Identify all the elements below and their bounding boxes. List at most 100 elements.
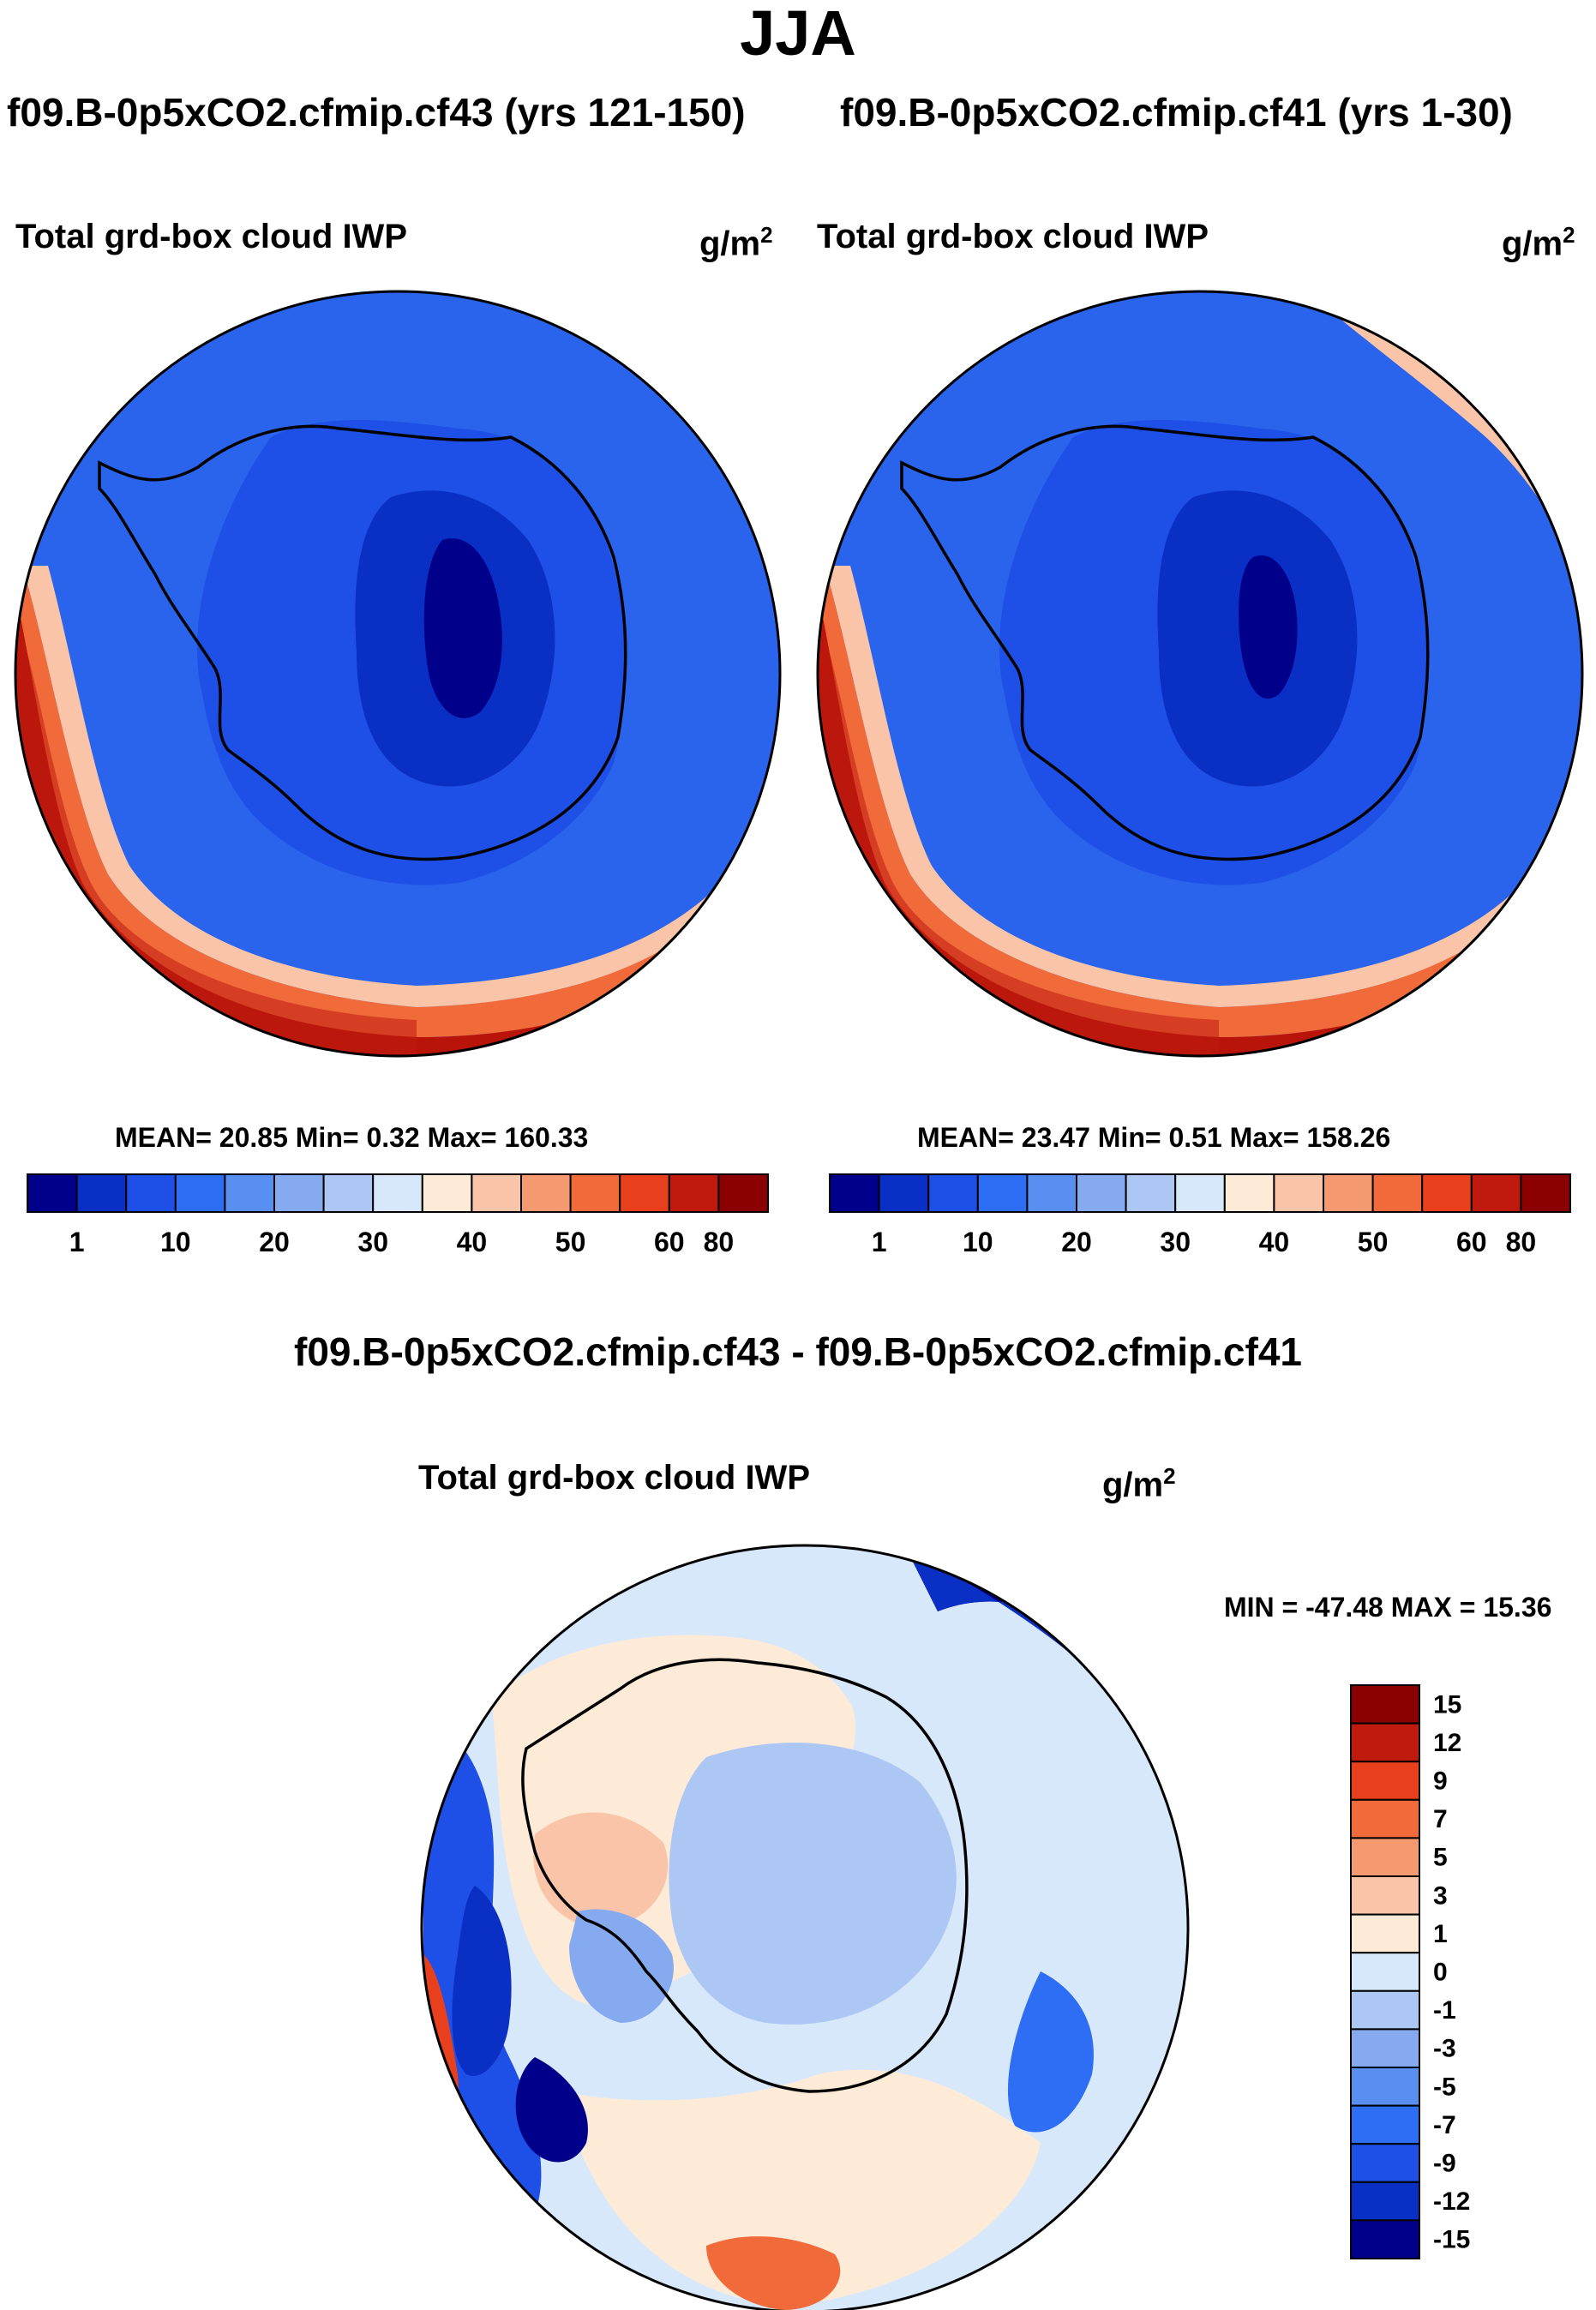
difference-negative-west-core bbox=[452, 1886, 512, 2076]
panel-1-colorbar-tick-label: 20 bbox=[259, 1227, 290, 1257]
panel-1-colorbar-tick-label: 30 bbox=[357, 1227, 388, 1257]
difference-antarctica-coastline bbox=[521, 1658, 969, 2093]
difference-map-border bbox=[420, 1544, 1190, 2310]
difference-colorbar-box-0 bbox=[1350, 1684, 1420, 1725]
panel-2-colorbar-box-0 bbox=[829, 1173, 880, 1213]
difference-colorbar-box-11 bbox=[1350, 2104, 1420, 2145]
panel-1-colorbar-tick-label: 40 bbox=[457, 1227, 488, 1257]
panel-2-stats: MEAN= 23.47 Min= 0.51 Max= 158.26 bbox=[917, 1122, 1391, 1153]
panel-1-colorbar-box-7 bbox=[372, 1173, 423, 1213]
panel-1-colorbar-box-9 bbox=[471, 1173, 523, 1213]
panel-2-antarctica-coastline bbox=[900, 424, 1430, 861]
difference-colorbar-tick-label: 9 bbox=[1433, 1767, 1448, 1796]
difference-orange-south bbox=[706, 2236, 841, 2310]
difference-minmax: MIN = -47.48 MAX = 15.36 bbox=[1224, 1592, 1552, 1623]
panel-1-variable-title: Total grd-box cloud IWP bbox=[15, 218, 407, 255]
difference-colorbar-tick-label: 3 bbox=[1433, 1881, 1448, 1910]
difference-negative-east bbox=[1007, 1971, 1094, 2133]
panel-1-colorbar-tick-label: 10 bbox=[160, 1227, 191, 1257]
panel-2-units: g/m2 bbox=[1502, 214, 1575, 264]
difference-colorbar-box-6 bbox=[1350, 1913, 1420, 1954]
panel-2-colorbar-tick-label: 1 bbox=[872, 1227, 887, 1257]
panel-2-map bbox=[816, 290, 1584, 1058]
difference-colorbar-tick-label: -5 bbox=[1433, 2073, 1456, 2101]
difference-positive-south bbox=[561, 2069, 1041, 2306]
panel-2-colorbar: 1 10 20 30 40 50 60 80 bbox=[829, 1173, 1572, 1257]
panel-2-colorbar-box-7 bbox=[1174, 1173, 1226, 1213]
difference-colorbar-box-2 bbox=[1350, 1761, 1420, 1801]
panel-1-colorbar-box-13 bbox=[668, 1173, 720, 1213]
difference-colorbar-tick-label: -12 bbox=[1433, 2187, 1470, 2216]
difference-units-base: g/m bbox=[1102, 1466, 1164, 1504]
difference-title: f09.B-0p5xCO2.cfmip.cf43 - f09.B-0p5xCO2… bbox=[294, 1329, 1302, 1374]
panel-2-map-border bbox=[816, 290, 1584, 1058]
panel-2-colorbar-tick-label: 50 bbox=[1358, 1227, 1389, 1257]
panel-2-colorbar-box-1 bbox=[878, 1173, 930, 1213]
difference-negative-ross bbox=[569, 1909, 674, 2023]
difference-colorbar-tick-label: 7 bbox=[1433, 1805, 1448, 1833]
difference-colorbar: 15 12 9 7 5 3 1 0 -1 -3 -5 -7 -9 -12 -15 bbox=[1350, 1684, 1470, 2260]
panel-1-colorbar-tick-label: 80 bbox=[704, 1227, 735, 1257]
panel-1-colorbar-box-3 bbox=[174, 1173, 226, 1213]
panel-1-colorbar-tick-label: 60 bbox=[654, 1227, 685, 1257]
panel-1-colorbar-box-5 bbox=[273, 1173, 325, 1213]
difference-colorbar-tick-label: 0 bbox=[1433, 1959, 1448, 1987]
panel-2-colorbar-tick-label: 30 bbox=[1160, 1227, 1191, 1257]
panel-2-colorbar-box-8 bbox=[1223, 1173, 1275, 1213]
panel-2-colorbar-box-2 bbox=[927, 1173, 979, 1213]
panel-1-case-title: f09.B-0p5xCO2.cfmip.cf43 (yrs 121-150) bbox=[7, 90, 746, 135]
panel-1-colorbar-box-10 bbox=[520, 1173, 572, 1213]
panel-2-colorbar-box-11 bbox=[1371, 1173, 1424, 1213]
difference-colorbar-box-12 bbox=[1350, 2143, 1420, 2183]
difference-colorbar-box-3 bbox=[1350, 1798, 1420, 1839]
panel-1-colorbar: 1 10 20 30 40 50 60 80 bbox=[27, 1173, 770, 1257]
panel-1-colorbar-tick-label: 50 bbox=[555, 1227, 586, 1257]
panel-1-ice-sheet-core bbox=[423, 538, 502, 718]
difference-colorbar-box-14 bbox=[1350, 2219, 1420, 2260]
difference-colorbar-tick-label: -7 bbox=[1433, 2111, 1456, 2139]
panel-1-colorbar-box-6 bbox=[322, 1173, 375, 1213]
panel-2-colorbar-tick-label: 10 bbox=[963, 1227, 993, 1257]
difference-negative-southwest-core bbox=[515, 2057, 588, 2163]
panel-1-colorbar-tick-label: 1 bbox=[69, 1227, 85, 1257]
panel-2-colorbar-tick-label: 80 bbox=[1506, 1227, 1537, 1257]
panel-2-colorbar-tick-label: 60 bbox=[1456, 1227, 1487, 1257]
difference-colorbar-box-7 bbox=[1350, 1952, 1420, 1992]
difference-colorbar-tick-label: 15 bbox=[1433, 1690, 1461, 1719]
difference-variable-title: Total grd-box cloud IWP bbox=[418, 1459, 810, 1497]
difference-colorbar-tick-label: 12 bbox=[1433, 1729, 1461, 1757]
panel-1-stats: MEAN= 20.85 Min= 0.32 Max= 160.33 bbox=[115, 1122, 589, 1153]
panel-2-case-title: f09.B-0p5xCO2.cfmip.cf41 (yrs 1-30) bbox=[840, 90, 1513, 135]
panel-2-colorbar-box-5 bbox=[1076, 1173, 1127, 1213]
difference-units: g/m2 bbox=[1102, 1455, 1176, 1505]
difference-colorbar-tick-label: -9 bbox=[1433, 2150, 1456, 2178]
difference-colorbar-box-13 bbox=[1350, 2181, 1420, 2222]
difference-colorbar-box-10 bbox=[1350, 2067, 1420, 2107]
difference-negative-ice-sheet bbox=[669, 1743, 957, 2025]
panel-1-map bbox=[14, 290, 782, 1058]
difference-colorbar-box-1 bbox=[1350, 1722, 1420, 1763]
panel-1-colorbar-box-4 bbox=[224, 1173, 275, 1213]
panel-1-units: g/m2 bbox=[699, 214, 773, 264]
season-title: JJA bbox=[740, 0, 856, 69]
panel-2-ice-sheet-core bbox=[1239, 555, 1298, 699]
panel-1-units-base: g/m bbox=[699, 225, 761, 263]
panel-2-colorbar-box-4 bbox=[1026, 1173, 1077, 1213]
panel-1-colorbar-box-8 bbox=[421, 1173, 473, 1213]
difference-colorbar-tick-label: -15 bbox=[1433, 2226, 1470, 2254]
panel-2-colorbar-box-10 bbox=[1323, 1173, 1374, 1213]
panel-1-colorbar-box-0 bbox=[27, 1173, 78, 1213]
panel-2-colorbar-box-14 bbox=[1520, 1173, 1572, 1213]
difference-units-exp: 2 bbox=[1163, 1463, 1176, 1489]
difference-colorbar-tick-label: -1 bbox=[1433, 1996, 1456, 2025]
difference-colorbar-box-4 bbox=[1350, 1837, 1420, 1877]
difference-colorbar-box-9 bbox=[1350, 2028, 1420, 2068]
panel-1-colorbar-box-11 bbox=[569, 1173, 621, 1213]
panel-1-colorbar-box-1 bbox=[75, 1173, 128, 1213]
panel-2-colorbar-box-3 bbox=[976, 1173, 1029, 1213]
panel-1-colorbar-box-2 bbox=[125, 1173, 177, 1213]
difference-colorbar-box-8 bbox=[1350, 1989, 1420, 2031]
panel-2-units-exp: 2 bbox=[1563, 222, 1575, 248]
panel-2-colorbar-box-6 bbox=[1125, 1173, 1177, 1213]
panel-1-units-exp: 2 bbox=[760, 222, 773, 248]
